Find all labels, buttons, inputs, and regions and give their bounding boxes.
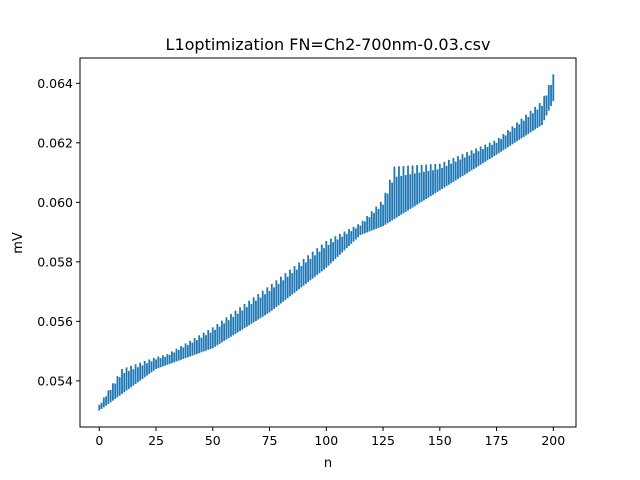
chart-title: L1optimization FN=Ch2-700nm-0.03.csv: [166, 35, 491, 54]
y-tick-label: 0.064: [37, 76, 73, 91]
x-tick-label: 200: [541, 433, 565, 448]
x-axis-ticks: 0 25 50 75 100 125 150 175 200: [95, 427, 565, 448]
x-tick-label: 175: [485, 433, 509, 448]
y-tick-label: 0.054: [37, 373, 73, 388]
y-tick-label: 0.056: [37, 314, 73, 329]
y-axis-label: mV: [11, 232, 26, 254]
y-tick-label: 0.060: [37, 195, 73, 210]
plot-frame: [79, 57, 577, 428]
x-axis-label: n: [324, 456, 332, 471]
x-tick-label: 125: [371, 433, 395, 448]
x-tick-label: 75: [262, 433, 278, 448]
x-tick-label: 25: [148, 433, 164, 448]
y-tick-label: 0.062: [37, 135, 73, 150]
data-bars: [98, 74, 555, 411]
x-tick-label: 50: [205, 433, 221, 448]
x-tick-label: 0: [95, 433, 103, 448]
x-tick-label: 150: [428, 433, 452, 448]
y-tick-label: 0.058: [37, 254, 73, 269]
y-axis-ticks: 0.054 0.056 0.058 0.060 0.062 0.064: [37, 76, 80, 388]
x-tick-label: 100: [314, 433, 338, 448]
